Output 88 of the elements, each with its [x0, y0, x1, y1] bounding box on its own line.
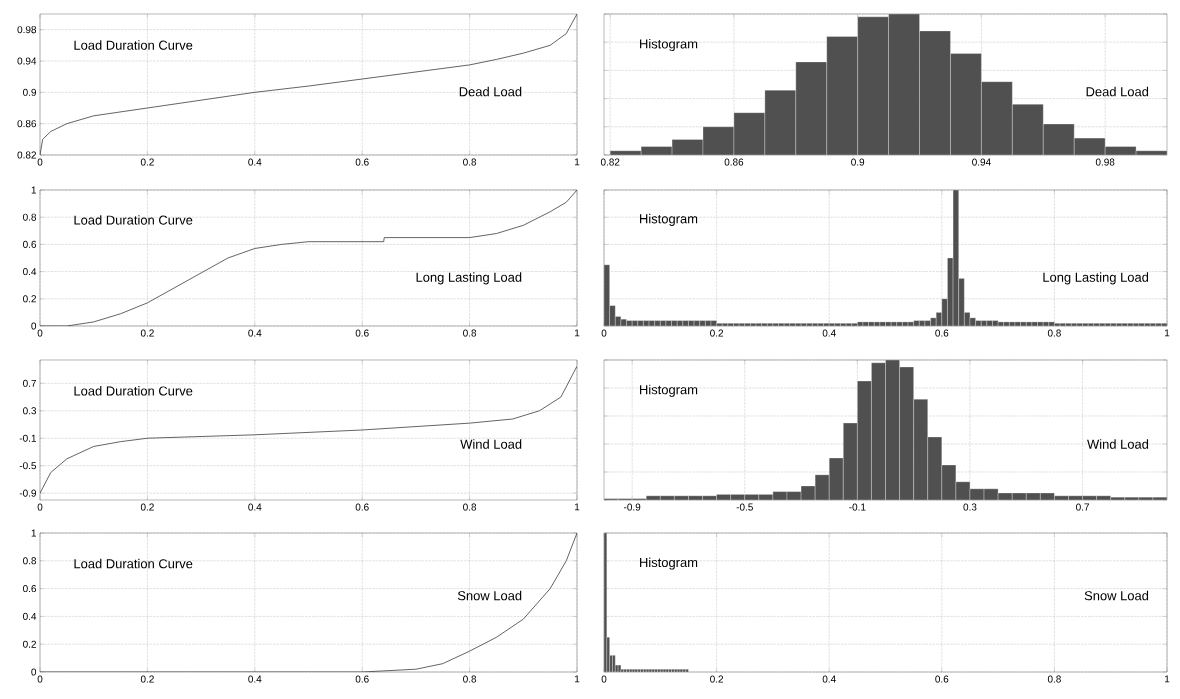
y-tick-label: 0.8: [23, 557, 37, 565]
y-tick-label: -0.5: [19, 462, 37, 470]
y-tick-label: 0.98: [17, 26, 37, 34]
x-tick-label: 1: [1165, 329, 1170, 337]
x-tick-label: 0.86: [724, 158, 744, 166]
x-tick-label: 0.2: [140, 158, 154, 166]
y-tick-label: 1: [31, 186, 36, 194]
annotation: Load Duration Curve: [74, 215, 193, 225]
y-tick-label: 0.4: [23, 268, 37, 276]
x-tick-label: 1: [1165, 675, 1170, 683]
x-tick-label: 0.6: [355, 158, 369, 166]
y-tick-label: 0.9: [23, 88, 37, 96]
x-tick-label: 0: [37, 158, 43, 166]
x-tick-label: 0.2: [140, 675, 154, 683]
line-series: [40, 189, 578, 326]
annotation: Long Lasting Load: [1043, 272, 1149, 285]
x-tick-label: 0.2: [710, 675, 724, 683]
annotation: Load Duration Curve: [74, 386, 193, 396]
annotation: Histogram: [640, 213, 698, 226]
y-tick-label: 0.6: [23, 240, 37, 248]
x-tick-label: 0: [37, 329, 43, 337]
x-tick-label: 0.98: [1095, 158, 1115, 166]
x-tick-label: 0.8: [463, 329, 477, 337]
x-tick-label: 0.9: [851, 158, 865, 166]
annotation: Wind Load: [460, 439, 522, 449]
x-tick-label: 0.4: [248, 675, 262, 683]
x-tick-label: 0.3: [963, 503, 977, 511]
y-tick-label: 0.6: [23, 585, 37, 593]
y-tick-label: 0.2: [23, 295, 36, 303]
line-series: [40, 533, 578, 672]
y-tick-label: 0: [31, 322, 37, 330]
x-tick-label: 0: [37, 503, 43, 511]
y-tick-label: 0.82: [17, 151, 36, 159]
x-tick-label: 0.4: [822, 329, 836, 337]
annotation: Snow Load: [457, 590, 522, 601]
annotation: Wind Load: [1087, 439, 1149, 449]
y-tick-label: 0: [31, 668, 37, 676]
annotation: Dead Load: [459, 86, 522, 97]
x-tick-label: 0.8: [463, 503, 477, 511]
x-tick-label: 1: [575, 158, 580, 166]
x-tick-label: 0.4: [248, 503, 262, 511]
x-tick-label: -0.9: [624, 503, 641, 511]
annotation: Load Duration Curve: [74, 40, 193, 50]
x-tick-label: 0: [601, 675, 607, 683]
x-tick-label: 0.8: [1047, 675, 1061, 683]
annotation: Histogram: [640, 384, 698, 397]
x-tick-label: 0.8: [1047, 329, 1061, 337]
x-tick-label: 0.6: [935, 329, 949, 337]
x-tick-label: 0.4: [248, 329, 262, 337]
x-tick-label: 0.4: [822, 675, 836, 683]
line-series: [40, 13, 578, 155]
x-tick-label: 0.7: [1076, 503, 1089, 511]
x-tick-label: 0.6: [355, 329, 369, 337]
y-tick-label: -0.9: [19, 489, 37, 497]
x-tick-label: 0.82: [600, 158, 620, 166]
x-tick-label: -0.1: [849, 503, 866, 511]
y-tick-label: 0.4: [23, 612, 37, 620]
x-tick-label: -0.5: [736, 503, 753, 511]
x-tick-label: 1: [575, 675, 580, 683]
x-tick-label: 0.4: [248, 158, 262, 166]
y-tick-label: 0.8: [23, 213, 37, 221]
x-tick-label: 0.2: [140, 503, 154, 511]
x-tick-label: 0.94: [972, 158, 991, 166]
x-tick-label: 0.2: [710, 329, 724, 337]
x-tick-label: 0.2: [140, 329, 154, 337]
annotation: Snow Load: [1084, 590, 1149, 601]
x-tick-label: 0: [37, 675, 43, 683]
y-tick-label: 0.2: [23, 640, 36, 648]
x-tick-label: 0.6: [355, 675, 369, 683]
line-series: [40, 365, 578, 494]
y-tick-label: 0.3: [23, 407, 37, 415]
y-tick-label: 0.7: [23, 379, 36, 387]
annotation: Dead Load: [1086, 86, 1149, 97]
x-tick-label: 1: [575, 329, 580, 337]
x-tick-label: 0.8: [463, 675, 477, 683]
annotation: Long Lasting Load: [416, 272, 522, 285]
annotation: Load Duration Curve: [74, 558, 193, 569]
y-tick-label: 0.94: [17, 57, 37, 65]
y-tick-label: 0.86: [17, 120, 37, 128]
x-tick-label: 0: [601, 329, 607, 337]
x-tick-label: 0.6: [355, 503, 369, 511]
y-tick-label: -0.1: [19, 434, 36, 442]
annotation: Histogram: [640, 557, 698, 570]
annotation: Histogram: [640, 38, 698, 52]
x-tick-label: 0.6: [935, 675, 949, 683]
x-tick-label: 0.8: [463, 158, 477, 166]
x-tick-label: 1: [575, 503, 580, 511]
y-tick-label: 1: [31, 529, 36, 537]
